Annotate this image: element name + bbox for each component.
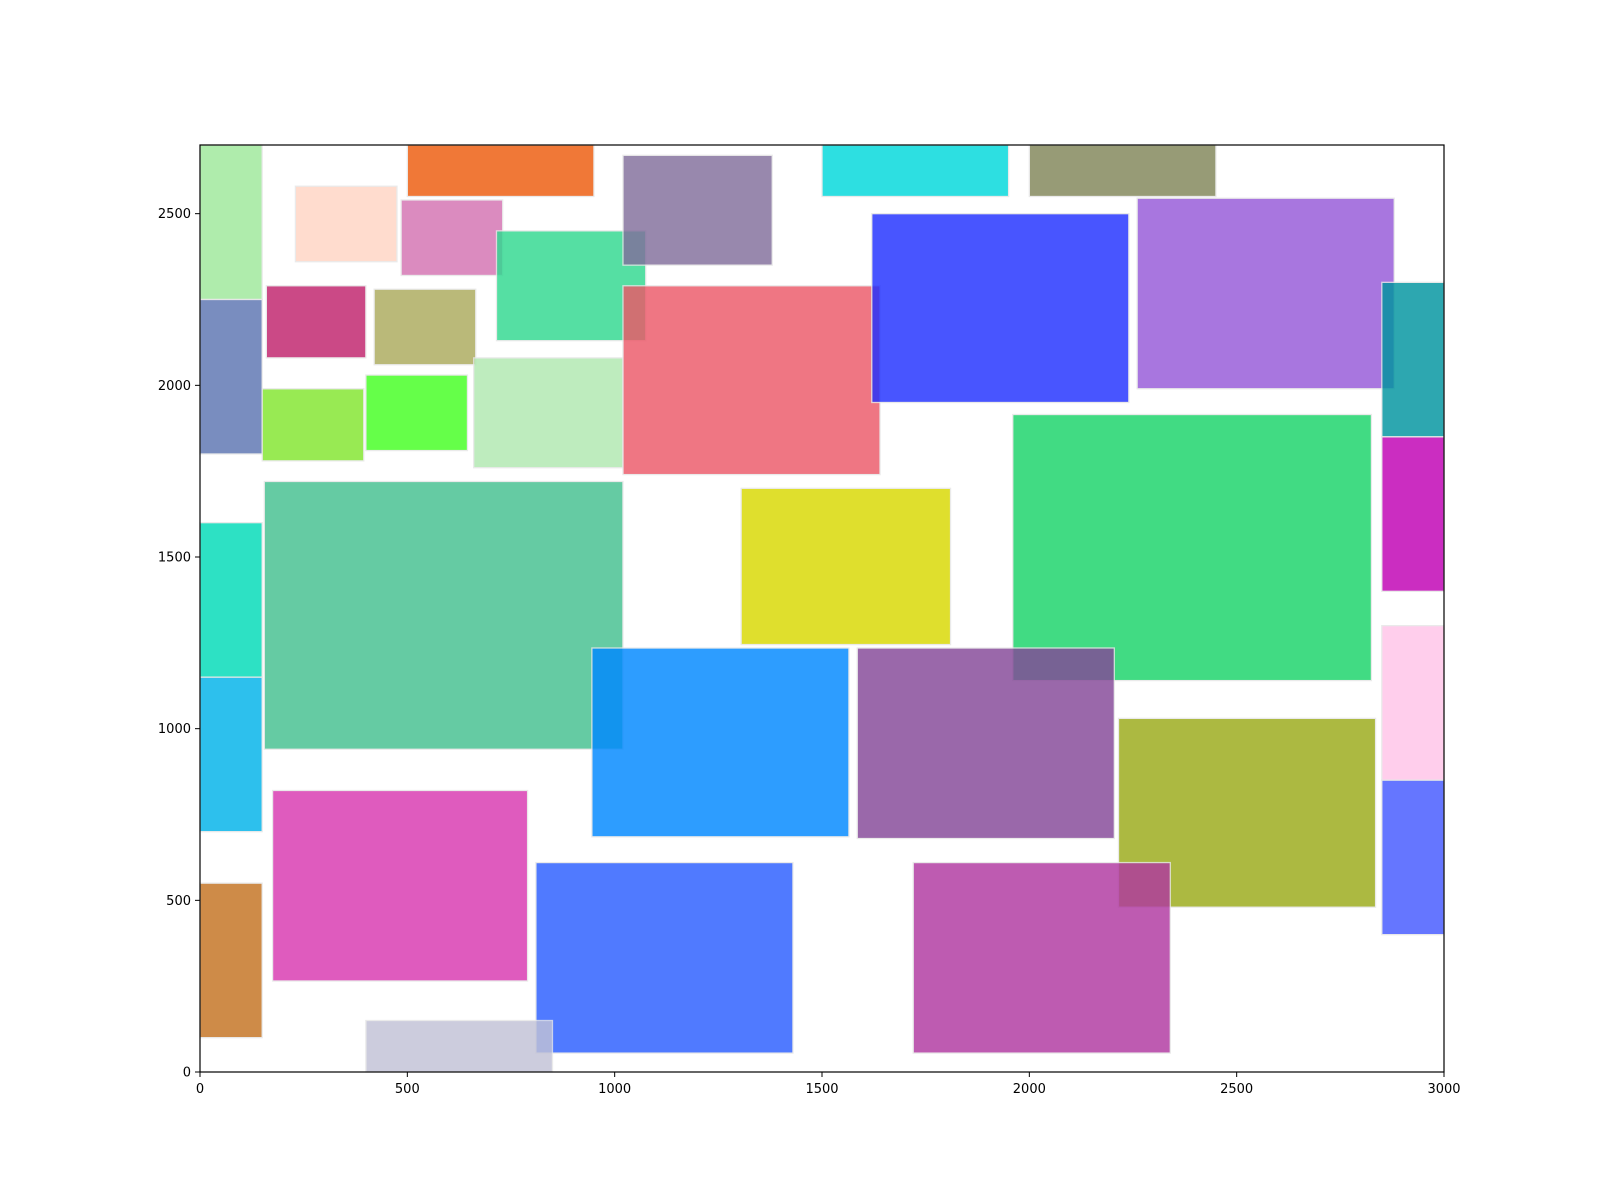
- x-tick-label-2: 1000: [598, 1082, 631, 1097]
- rectangle-8: [400, 199, 504, 277]
- x-tick-label-6: 3000: [1427, 1082, 1460, 1097]
- x-tick-label-0: 0: [196, 1082, 204, 1097]
- rectangle-31: [271, 789, 529, 982]
- rectangle-26: [740, 487, 952, 646]
- y-tick-label-3: 1500: [158, 551, 191, 566]
- rectangle-11: [261, 388, 365, 462]
- rectangle-16: [821, 144, 1010, 198]
- rectangle-3: [199, 522, 263, 678]
- rectangle-25: [263, 480, 624, 750]
- rectangle-19: [871, 213, 1130, 404]
- plot-area: [199, 144, 1445, 1073]
- y-tick-label-0: 0: [183, 1066, 191, 1081]
- x-tick-label-5: 2500: [1220, 1082, 1253, 1097]
- rectangle-7: [406, 144, 595, 198]
- y-tick-label-1: 500: [166, 894, 191, 909]
- rectangle-10: [373, 288, 477, 366]
- rectangle-24: [1381, 779, 1445, 936]
- rectangle-2: [199, 298, 263, 455]
- rectangle-32: [535, 861, 794, 1054]
- rectangle-28: [591, 647, 850, 838]
- y-axis: 0 500 1000 1500 2000 2500: [158, 207, 200, 1081]
- rectangle-22: [1381, 436, 1445, 592]
- rectangle-5: [199, 882, 263, 1039]
- rectangle-9: [265, 285, 367, 359]
- x-tick-label-1: 500: [395, 1082, 420, 1097]
- rectangle-4: [199, 676, 263, 833]
- rectangle-20: [1136, 197, 1395, 390]
- rectangle-33: [912, 861, 1171, 1054]
- rectangle-1: [199, 144, 263, 301]
- rectangle-17: [1028, 144, 1217, 198]
- rectangle-15: [622, 154, 773, 266]
- rectangle-29: [856, 647, 1115, 840]
- y-tick-label-2: 1000: [158, 722, 191, 737]
- x-tick-label-3: 1500: [805, 1082, 838, 1097]
- rectangle-23: [1381, 625, 1445, 781]
- x-tick-label-4: 2000: [1013, 1082, 1046, 1097]
- y-tick-label-4: 2000: [158, 379, 191, 394]
- rectangle-27: [1012, 413, 1373, 682]
- x-axis: 0 500 1000 1500 2000 2500 3000: [196, 1072, 1461, 1097]
- rectangle-6: [294, 185, 398, 263]
- rectangle-34: [365, 1019, 554, 1073]
- rectangle-12: [365, 374, 469, 452]
- rectangle-14: [495, 230, 647, 342]
- rectangle-13: [473, 357, 624, 469]
- rectangle-21: [1381, 281, 1445, 438]
- rectangle-18: [622, 285, 881, 476]
- y-tick-label-5: 2500: [158, 207, 191, 222]
